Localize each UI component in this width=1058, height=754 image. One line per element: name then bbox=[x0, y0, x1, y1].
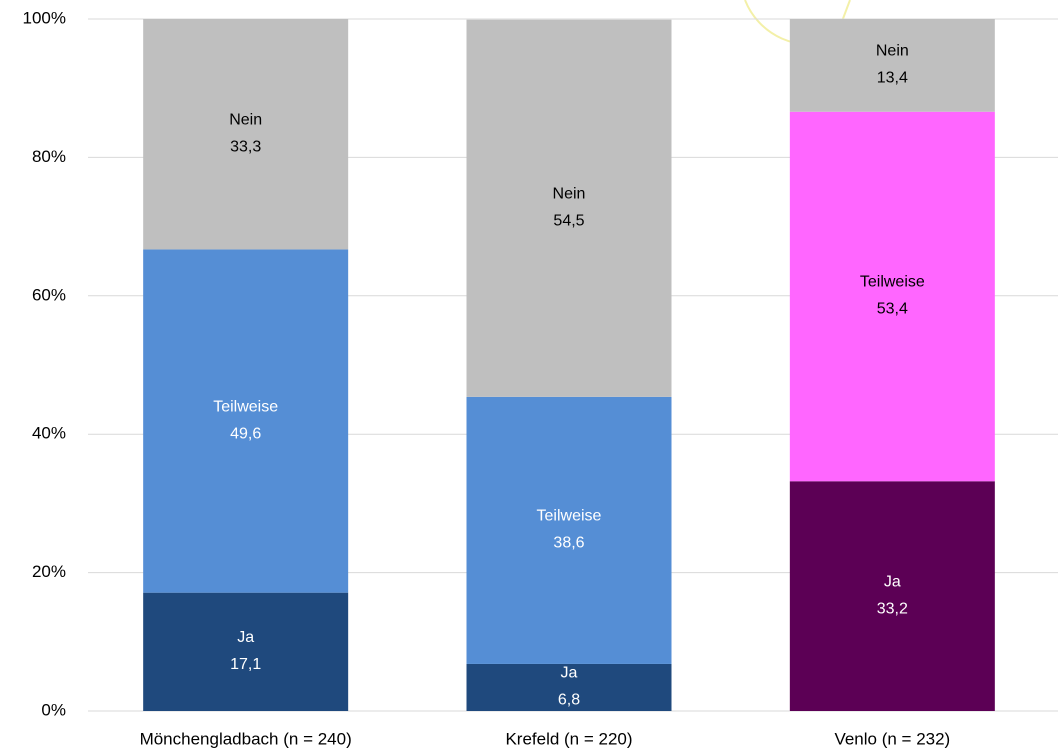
value-label: 53,4 bbox=[877, 301, 908, 318]
bar-segment bbox=[789, 19, 995, 112]
value-label: 6,8 bbox=[558, 692, 580, 709]
segment-name: Teilweise bbox=[537, 508, 602, 525]
segment-name: Ja bbox=[884, 573, 901, 590]
bar-segment bbox=[466, 19, 672, 397]
x-tick-label: Krefeld (n = 220) bbox=[505, 729, 632, 748]
segment-name: Teilweise bbox=[213, 398, 278, 415]
y-tick-label: 60% bbox=[32, 285, 66, 304]
value-label: 33,2 bbox=[877, 600, 908, 617]
value-label: 54,5 bbox=[553, 212, 584, 229]
bar-segment bbox=[143, 249, 349, 593]
bar-segment bbox=[789, 481, 995, 711]
x-tick-label: Venlo (n = 232) bbox=[834, 729, 950, 748]
y-tick-label: 20% bbox=[32, 562, 66, 581]
value-label: 33,3 bbox=[230, 138, 261, 155]
segment-name: Nein bbox=[229, 111, 262, 128]
value-label: 17,1 bbox=[230, 656, 261, 673]
value-label: 13,4 bbox=[877, 70, 908, 87]
x-tick-label: Mönchengladbach (n = 240) bbox=[140, 729, 352, 748]
value-label: 38,6 bbox=[553, 535, 584, 552]
bar-segment bbox=[143, 19, 349, 250]
segment-name: Nein bbox=[876, 43, 909, 60]
bar-segment bbox=[466, 663, 672, 711]
segment-name: Ja bbox=[237, 629, 254, 646]
y-tick-label: 40% bbox=[32, 424, 66, 443]
segment-name: Nein bbox=[553, 185, 586, 202]
segment-name: Teilweise bbox=[860, 274, 925, 291]
y-tick-label: 80% bbox=[32, 147, 66, 166]
bar-segment bbox=[466, 396, 672, 664]
bar-segment bbox=[143, 592, 349, 711]
segment-name: Ja bbox=[561, 665, 578, 682]
value-label: 49,6 bbox=[230, 425, 261, 442]
bar-segment bbox=[789, 111, 995, 482]
y-tick-label: 0% bbox=[41, 700, 66, 719]
y-tick-label: 100% bbox=[23, 8, 66, 27]
